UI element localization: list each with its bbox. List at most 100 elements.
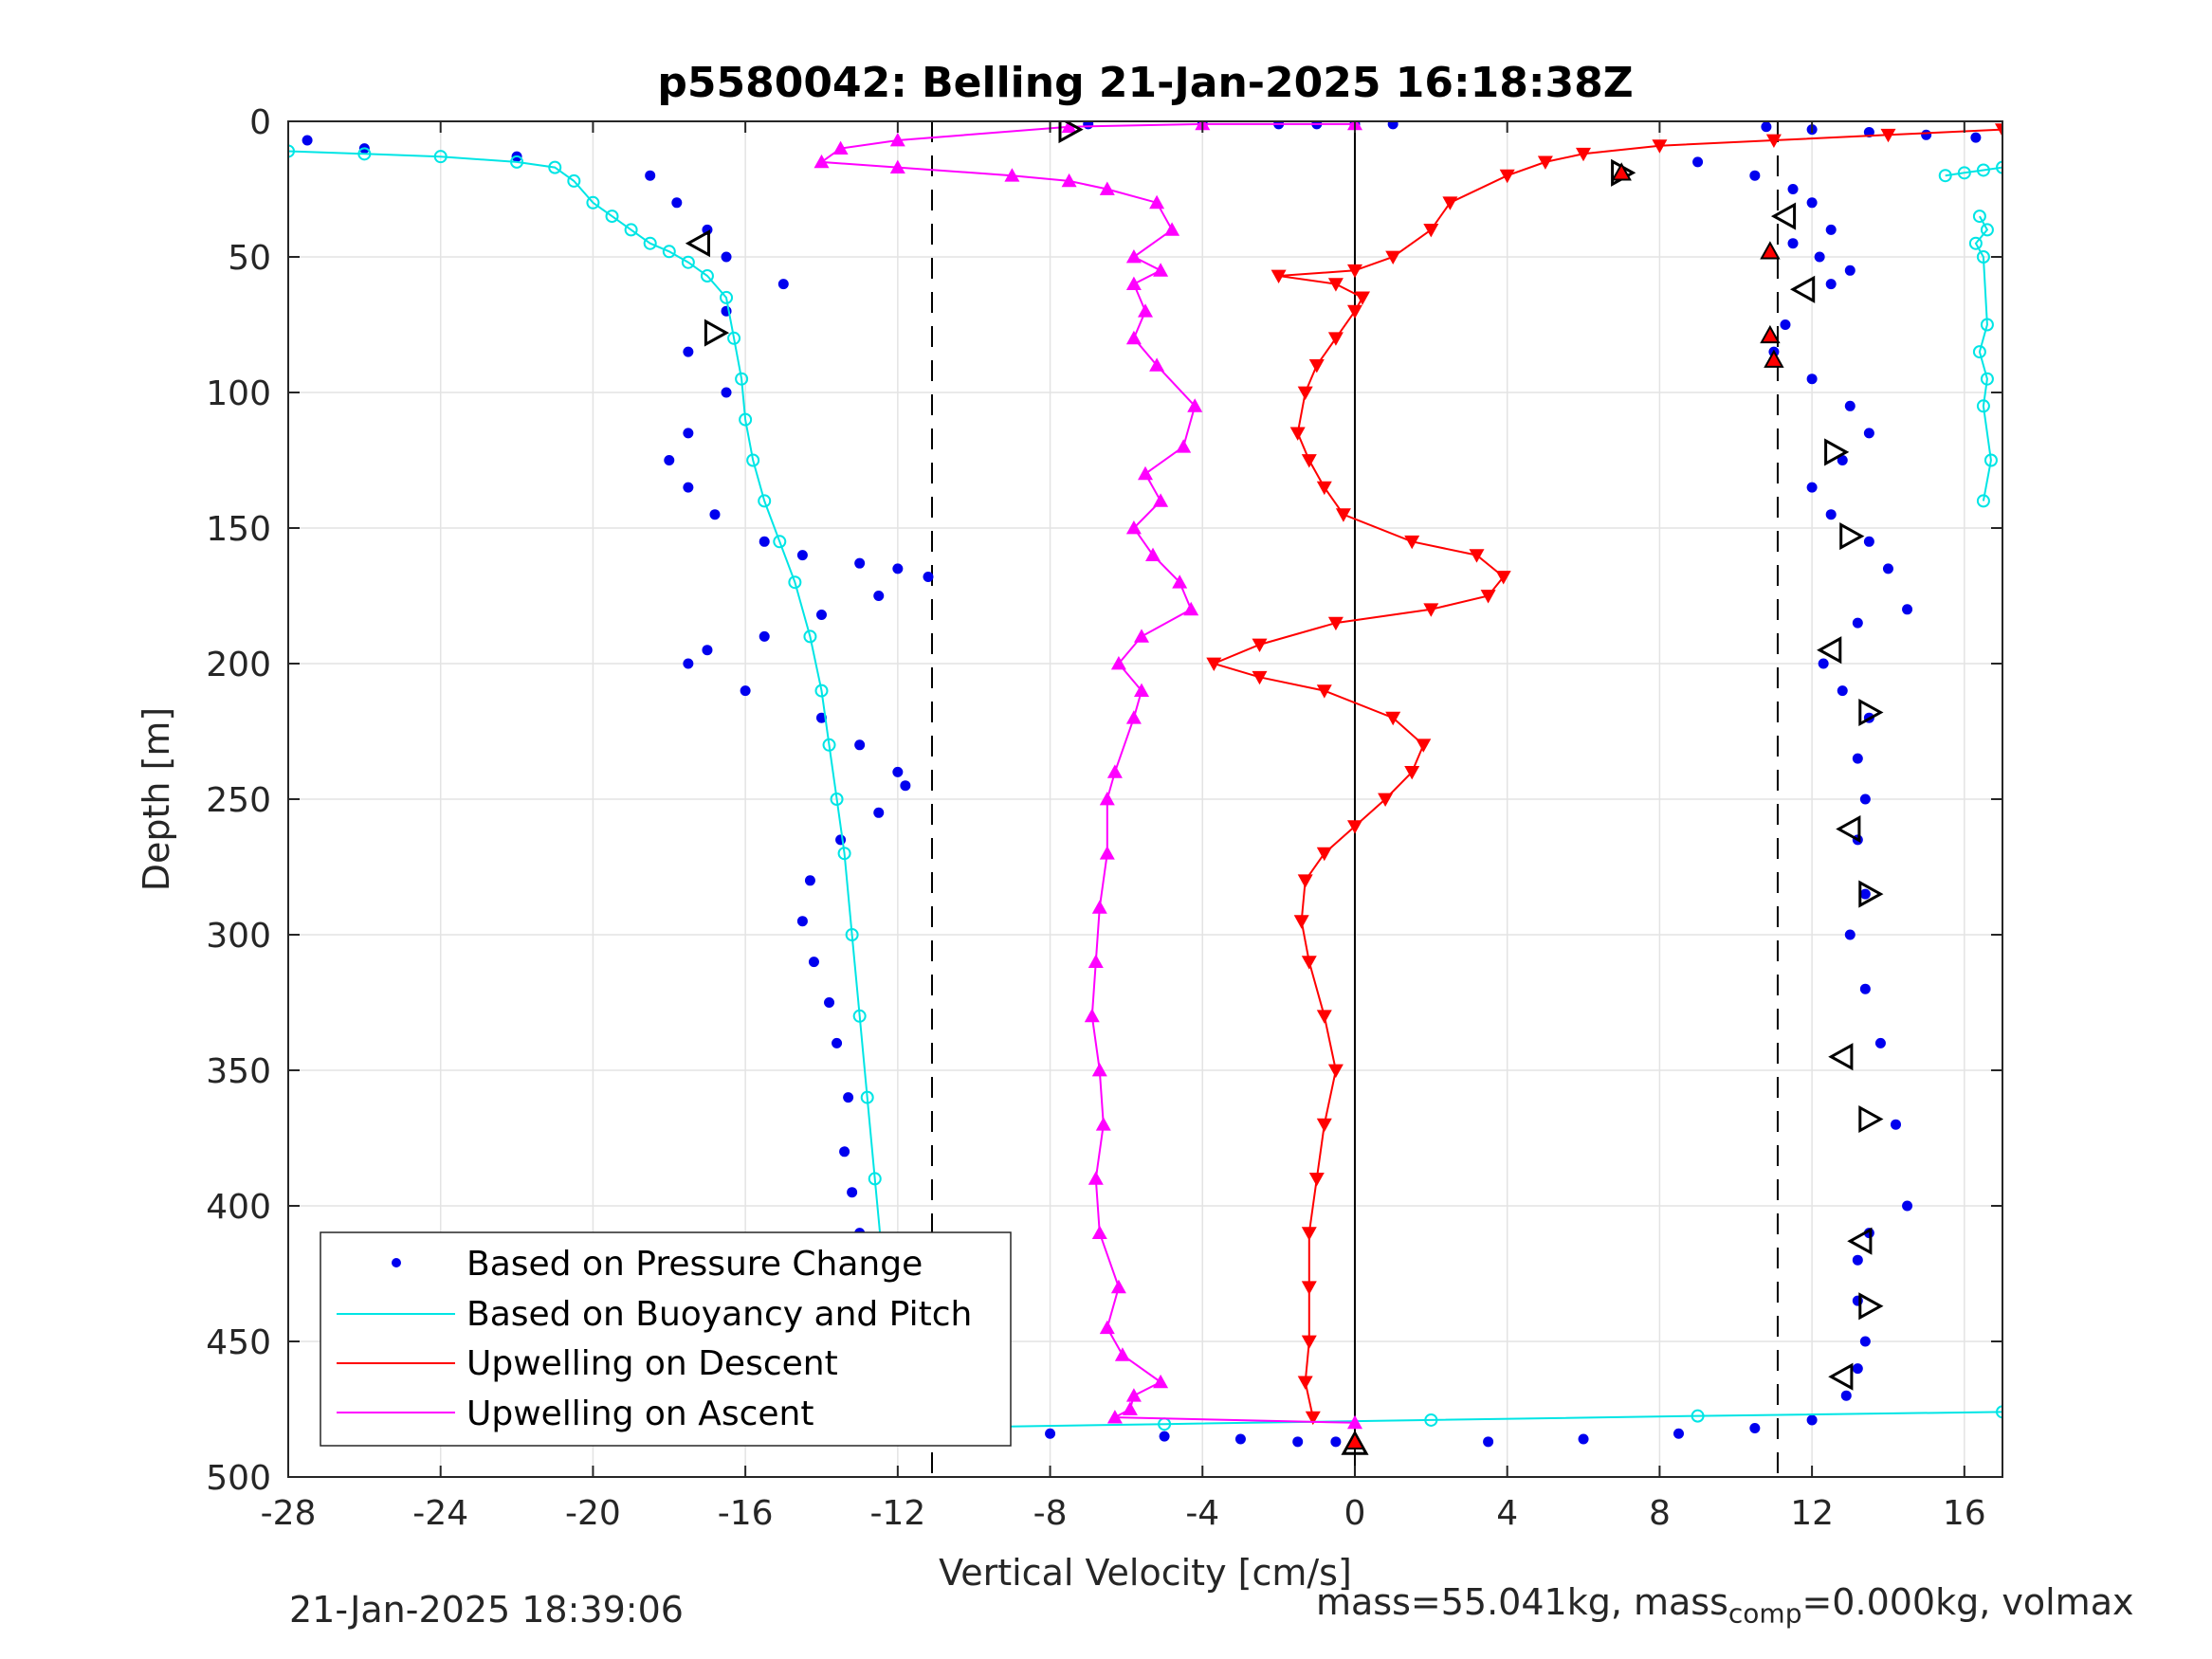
data-point	[873, 807, 885, 818]
axis-ticks: -28 -24 -20 -16 -12 -8 -4 0 4 8 12 16 0 50 100 150 200 25…	[206, 103, 2002, 1533]
x-tick-label: -28	[261, 1494, 317, 1533]
data-point	[1122, 1401, 1138, 1415]
data-point	[796, 550, 808, 561]
data-point	[1327, 332, 1344, 346]
data-point	[1983, 453, 1998, 467]
data-point	[740, 685, 751, 697]
y-tick-label: 500	[206, 1459, 271, 1498]
data-point	[1301, 454, 1317, 468]
data-point	[1271, 269, 1287, 283]
data-point	[1814, 251, 1825, 263]
legend-entry: Upwelling on Descent	[466, 1344, 838, 1383]
data-point	[1110, 656, 1126, 670]
data-point	[664, 455, 675, 465]
data-point	[645, 170, 656, 181]
data-point	[1172, 574, 1188, 589]
data-point	[1806, 1414, 1818, 1426]
data-point	[854, 739, 866, 751]
data-point	[759, 536, 770, 547]
y-axis-label: Depth [m]	[136, 707, 177, 892]
event-marker	[1611, 162, 1632, 181]
turn-marker	[1836, 814, 1861, 844]
data-point	[1880, 128, 1896, 143]
data-point	[1825, 509, 1837, 520]
data-point	[900, 780, 911, 792]
data-point	[1921, 129, 1932, 140]
x-tick-label: -8	[1033, 1494, 1068, 1533]
data-point	[302, 135, 313, 146]
data-point	[1837, 455, 1848, 465]
data-point	[830, 793, 844, 806]
data-point	[796, 916, 808, 927]
data-point	[889, 133, 905, 147]
series-line	[288, 150, 899, 1429]
data-point	[1061, 173, 1077, 188]
y-tick-label: 350	[206, 1052, 271, 1091]
data-point	[1996, 1405, 2002, 1419]
y-tick-label: 300	[206, 917, 271, 956]
series-2	[1206, 123, 2002, 1426]
x-axis-label: Vertical Velocity [cm/s]	[939, 1552, 1352, 1594]
y-tick-label: 100	[206, 374, 271, 413]
data-point	[1957, 166, 1971, 180]
data-point	[1252, 638, 1268, 652]
data-point	[1004, 168, 1020, 182]
turn-marker	[685, 229, 710, 258]
data-point	[1787, 238, 1799, 249]
data-point	[835, 834, 847, 846]
data-point	[1970, 132, 1982, 143]
data-point	[1578, 1433, 1589, 1445]
y-tick-label: 250	[206, 781, 271, 820]
data-point	[804, 875, 815, 886]
legend-entry: Based on Buoyancy and Pitch	[466, 1295, 972, 1334]
data-point	[1138, 303, 1153, 318]
data-point	[814, 154, 830, 169]
data-point	[288, 144, 295, 158]
data-point	[1125, 276, 1142, 290]
data-point	[1806, 482, 1818, 493]
x-tick-label: 12	[1790, 1494, 1834, 1533]
data-point	[777, 279, 789, 290]
data-point	[1316, 1118, 1332, 1133]
data-point	[1818, 658, 1829, 669]
data-point	[1423, 224, 1439, 238]
data-point	[1806, 197, 1818, 209]
y-tick-label: 0	[249, 103, 271, 142]
data-point	[892, 563, 904, 574]
data-point	[1844, 929, 1856, 940]
data-point	[1859, 1336, 1871, 1347]
data-point	[1125, 1388, 1142, 1402]
data-point	[843, 1092, 854, 1103]
turn-marker	[1824, 438, 1850, 466]
data-point	[1844, 264, 1856, 276]
data-point	[1297, 1376, 1313, 1390]
data-point	[1347, 304, 1362, 319]
data-point	[1765, 134, 1782, 148]
data-point	[1787, 184, 1799, 194]
data-point	[433, 150, 448, 164]
data-point	[839, 1146, 850, 1158]
y-tick-label: 450	[206, 1323, 271, 1362]
data-point	[1691, 1409, 1705, 1423]
data-point	[1330, 1436, 1342, 1448]
data-point	[1099, 792, 1115, 806]
data-point	[357, 147, 372, 161]
event-marker	[1764, 349, 1784, 368]
data-point	[1882, 563, 1893, 574]
legend-box	[320, 1231, 1012, 1447]
data-point	[586, 195, 600, 210]
data-point	[1495, 571, 1511, 585]
x-tick-label: -24	[412, 1494, 468, 1533]
data-point	[1749, 1423, 1761, 1434]
data-point	[1292, 1436, 1304, 1448]
data-point	[1902, 1200, 1913, 1212]
data-point	[1652, 139, 1668, 154]
data-point	[1099, 846, 1115, 860]
data-point	[824, 997, 835, 1008]
turn-marker	[1828, 1362, 1854, 1391]
data-point	[808, 957, 819, 968]
data-point	[1106, 764, 1123, 778]
data-point	[1293, 915, 1309, 929]
data-point	[1968, 236, 1983, 250]
data-point	[892, 766, 904, 777]
